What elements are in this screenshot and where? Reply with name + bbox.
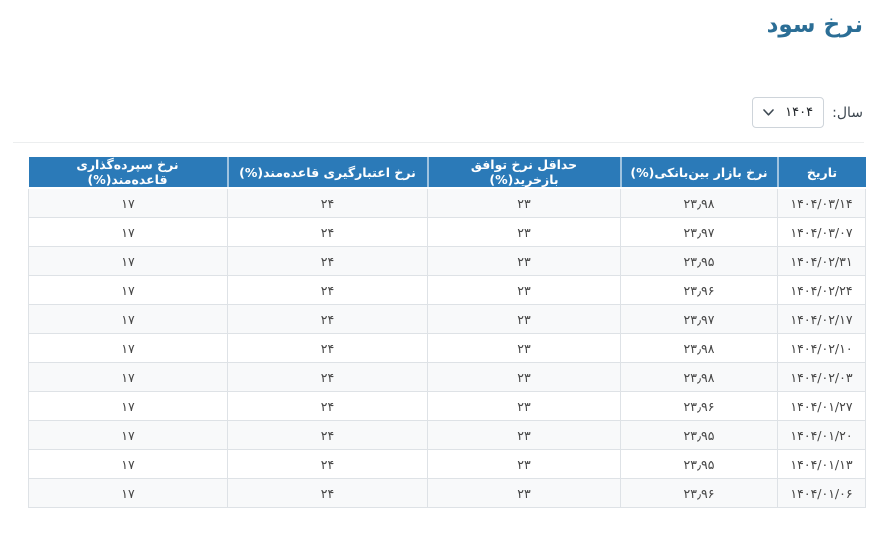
table-cell: ۲۴ xyxy=(227,391,428,421)
table-cell: ۲۳ xyxy=(427,246,621,276)
table-row: ۱۴۰۴/۰۱/۰۶ ۲۳٫۹۶ ۲۳ ۲۴ ۱۷ xyxy=(28,478,866,508)
header-regulated-lending-rate: نرخ اعتبارگیری قاعده‌مند(%) xyxy=(226,157,428,189)
table-cell: ۲۴ xyxy=(227,275,428,305)
table-row: ۱۴۰۴/۰۲/۳۱ ۲۳٫۹۵ ۲۳ ۲۴ ۱۷ xyxy=(28,246,866,276)
table-cell: ۲۳٫۹۸ xyxy=(620,333,778,363)
header-interbank-rate: نرخ بازار بین‌بانکی(%) xyxy=(619,157,778,189)
table-row: ۱۴۰۴/۰۲/۱۷ ۲۳٫۹۷ ۲۳ ۲۴ ۱۷ xyxy=(28,304,866,334)
year-select[interactable]: ۱۴۰۴ xyxy=(752,97,825,128)
table-cell: ۲۳٫۹۵ xyxy=(620,246,778,276)
table-cell: ۱۷ xyxy=(28,420,228,450)
table-cell: ۱۷ xyxy=(28,246,228,276)
table-cell: ۱۴۰۴/۰۲/۱۷ xyxy=(777,304,866,334)
table-cell: ۲۳ xyxy=(427,478,621,508)
table-cell: ۲۴ xyxy=(227,333,428,363)
header-regulated-deposit-rate: نرخ سپرده‌گذاری قاعده‌مند(%) xyxy=(28,157,228,189)
table-cell: ۱۴۰۴/۰۱/۲۰ xyxy=(777,420,866,450)
header-min-repo-rate: حداقل نرخ توافق بازخرید(%) xyxy=(426,157,621,189)
table-cell: ۲۳٫۹۵ xyxy=(620,449,778,479)
table-row: ۱۴۰۴/۰۳/۱۴ ۲۳٫۹۸ ۲۳ ۲۴ ۱۷ xyxy=(28,187,866,218)
year-filter: سال: ۱۴۰۴ xyxy=(752,97,863,128)
table-cell: ۱۴۰۴/۰۲/۰۳ xyxy=(777,362,866,392)
table-cell: ۱۷ xyxy=(28,187,228,218)
table-cell: ۲۳٫۹۷ xyxy=(620,217,778,247)
year-label: سال: xyxy=(832,104,863,121)
table-cell: ۱۷ xyxy=(28,304,228,334)
page-title: نرخ سود xyxy=(766,12,863,38)
table-cell: ۱۴۰۴/۰۱/۲۷ xyxy=(777,391,866,421)
table-body: ۱۴۰۴/۰۳/۱۴ ۲۳٫۹۸ ۲۳ ۲۴ ۱۷ ۱۴۰۴/۰۳/۰۷ ۲۳٫۹۷ ۲۳ ۲۴… xyxy=(28,187,866,508)
table-cell: ۲۴ xyxy=(227,217,428,247)
rates-table: تاریخ نرخ بازار بین‌بانکی(%) حداقل نرخ ت… xyxy=(28,157,866,508)
year-select-value: ۱۴۰۴ xyxy=(785,105,814,120)
table-cell: ۲۳٫۹۶ xyxy=(620,478,778,508)
table-cell: ۲۴ xyxy=(227,449,428,479)
table-cell: ۲۳٫۹۷ xyxy=(620,304,778,334)
table-cell: ۲۳ xyxy=(427,362,621,392)
table-cell: ۱۷ xyxy=(28,391,228,421)
table-cell: ۱۴۰۴/۰۲/۲۴ xyxy=(777,275,866,305)
table-cell: ۲۳٫۹۵ xyxy=(620,420,778,450)
header-date: تاریخ xyxy=(776,157,866,189)
table-cell: ۱۷ xyxy=(28,449,228,479)
table-cell: ۲۴ xyxy=(227,478,428,508)
table-row: ۱۴۰۴/۰۳/۰۷ ۲۳٫۹۷ ۲۳ ۲۴ ۱۷ xyxy=(28,217,866,247)
table-cell: ۲۳ xyxy=(427,391,621,421)
table-cell: ۱۴۰۴/۰۲/۱۰ xyxy=(777,333,866,363)
table-cell: ۲۳ xyxy=(427,275,621,305)
table-cell: ۲۳ xyxy=(427,420,621,450)
table-cell: ۱۷ xyxy=(28,333,228,363)
table-cell: ۲۳٫۹۶ xyxy=(620,391,778,421)
table-row: ۱۴۰۴/۰۱/۲۷ ۲۳٫۹۶ ۲۳ ۲۴ ۱۷ xyxy=(28,391,866,421)
table-row: ۱۴۰۴/۰۲/۰۳ ۲۳٫۹۸ ۲۳ ۲۴ ۱۷ xyxy=(28,362,866,392)
table-header: تاریخ نرخ بازار بین‌بانکی(%) حداقل نرخ ت… xyxy=(28,157,866,189)
table-cell: ۲۳ xyxy=(427,187,621,218)
table-cell: ۱۷ xyxy=(28,362,228,392)
table-cell: ۲۴ xyxy=(227,420,428,450)
table-cell: ۲۴ xyxy=(227,304,428,334)
table-cell: ۱۴۰۴/۰۱/۰۶ xyxy=(777,478,866,508)
table-cell: ۱۷ xyxy=(28,275,228,305)
table-row: ۱۴۰۴/۰۲/۲۴ ۲۳٫۹۶ ۲۳ ۲۴ ۱۷ xyxy=(28,275,866,305)
table-row: ۱۴۰۴/۰۲/۱۰ ۲۳٫۹۸ ۲۳ ۲۴ ۱۷ xyxy=(28,333,866,363)
chevron-down-icon xyxy=(763,109,774,116)
table-cell: ۲۳٫۹۶ xyxy=(620,275,778,305)
table-cell: ۱۴۰۴/۰۲/۳۱ xyxy=(777,246,866,276)
table-cell: ۲۳ xyxy=(427,449,621,479)
table-cell: ۲۳٫۹۸ xyxy=(620,187,778,218)
table-cell: ۱۴۰۴/۰۳/۱۴ xyxy=(777,187,866,218)
table-row: ۱۴۰۴/۰۱/۱۳ ۲۳٫۹۵ ۲۳ ۲۴ ۱۷ xyxy=(28,449,866,479)
table-row: ۱۴۰۴/۰۱/۲۰ ۲۳٫۹۵ ۲۳ ۲۴ ۱۷ xyxy=(28,420,866,450)
table-cell: ۲۴ xyxy=(227,362,428,392)
table-cell: ۲۴ xyxy=(227,187,428,218)
table-cell: ۱۴۰۴/۰۳/۰۷ xyxy=(777,217,866,247)
table-cell: ۱۴۰۴/۰۱/۱۳ xyxy=(777,449,866,479)
table-cell: ۱۷ xyxy=(28,478,228,508)
divider xyxy=(13,142,864,143)
table-cell: ۲۳ xyxy=(427,333,621,363)
table-cell: ۲۴ xyxy=(227,246,428,276)
table-cell: ۱۷ xyxy=(28,217,228,247)
table-cell: ۲۳٫۹۸ xyxy=(620,362,778,392)
table-cell: ۲۳ xyxy=(427,304,621,334)
table-cell: ۲۳ xyxy=(427,217,621,247)
